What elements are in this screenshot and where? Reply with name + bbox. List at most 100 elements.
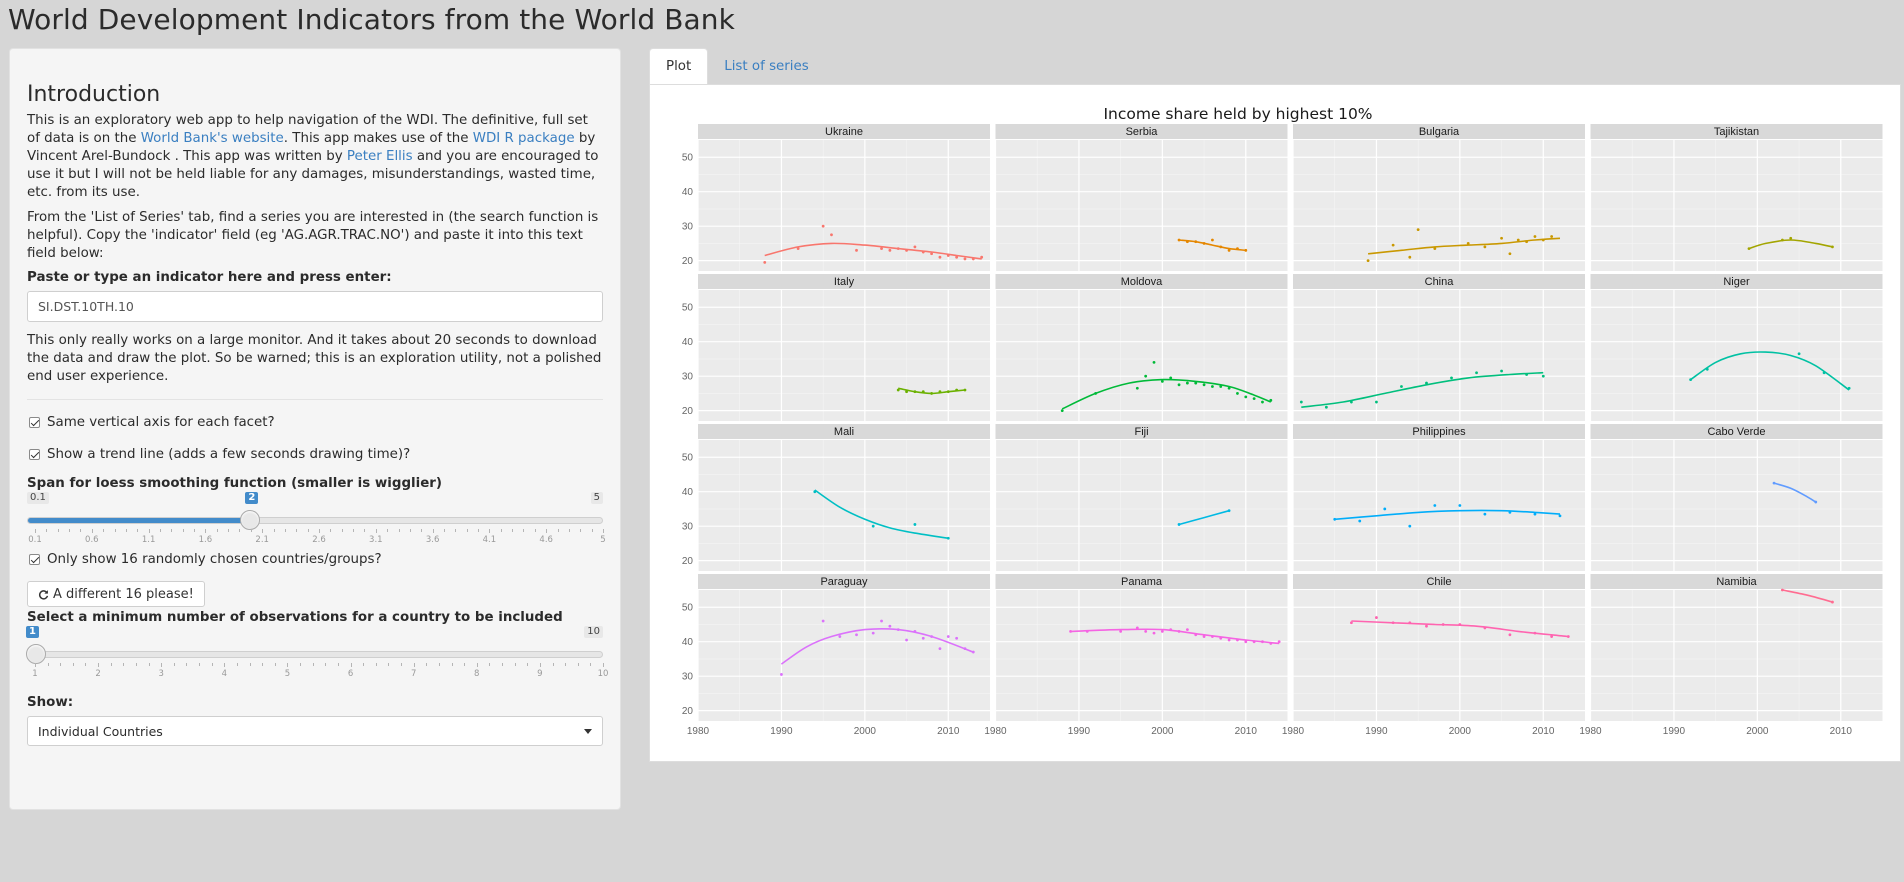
- slider-tick-label: 4.6: [539, 535, 553, 545]
- min-obs-slider[interactable]: 10 1 1 2 3 4 5 6 7 8 9 10: [26, 625, 608, 681]
- slider-track[interactable]: [27, 517, 603, 524]
- data-point: [1152, 631, 1156, 635]
- data-point: [1194, 633, 1198, 637]
- random-countries-checkbox[interactable]: Only show 16 randomly chosen countries/g…: [27, 549, 603, 569]
- slider-minor-tick: [464, 663, 466, 666]
- checkbox-checked-icon[interactable]: [29, 448, 40, 460]
- checkbox-checked-icon[interactable]: [29, 416, 40, 428]
- intro-text-2: . This app makes use of the: [283, 131, 473, 146]
- data-point: [1152, 360, 1156, 364]
- slider-handle[interactable]: [240, 510, 261, 530]
- data-point: [871, 631, 875, 635]
- facet-strip: [1590, 274, 1883, 289]
- data-point: [913, 245, 917, 249]
- facet-strip-label: Serbia: [1126, 126, 1159, 138]
- slider-tick-label: 1.6: [198, 535, 213, 545]
- y-tick-label: 40: [682, 187, 694, 198]
- slider-minor-tick: [455, 529, 457, 532]
- facet-panel: [1293, 590, 1585, 721]
- y-tick-label: 50: [682, 603, 694, 614]
- data-point: [1450, 376, 1453, 380]
- data-point: [938, 647, 942, 651]
- slider-minor-tick: [103, 529, 105, 532]
- x-tick-label: 1980: [984, 726, 1007, 737]
- slider-tick: [35, 663, 36, 667]
- show-select[interactable]: Individual Countries: [27, 716, 603, 746]
- slider-tick-label: 8: [474, 669, 480, 679]
- y-tick-label: 30: [682, 372, 694, 383]
- slider-tick-label: 5: [284, 669, 291, 679]
- refresh-icon: [38, 589, 49, 600]
- slider-minor-tick: [194, 529, 196, 532]
- data-point: [1425, 624, 1428, 628]
- checkbox-checked-icon[interactable]: [29, 553, 40, 565]
- data-point: [1219, 385, 1223, 388]
- indicator-input[interactable]: SI.DST.10TH.10: [27, 291, 603, 322]
- data-point: [821, 619, 825, 623]
- data-point: [1375, 616, 1378, 619]
- trend-line: [1782, 589, 1833, 603]
- trend-line: [1748, 239, 1833, 250]
- slider-minor-tick: [69, 529, 71, 532]
- data-point: [1135, 626, 1139, 630]
- x-tick-label: 1990: [1663, 726, 1686, 737]
- trend-line-checkbox[interactable]: Show a trend line (adds a few seconds dr…: [27, 444, 603, 464]
- span-label: Span for loess smoothing function (small…: [27, 476, 443, 491]
- slider-minor-tick: [388, 663, 390, 666]
- y-tick-label: 40: [682, 637, 694, 648]
- tab-list-of-series[interactable]: List of series: [724, 59, 809, 74]
- facet-panel: [1590, 140, 1883, 271]
- data-point: [1425, 381, 1428, 385]
- intro-text-4: and you are encouraged to use it but I w…: [27, 149, 599, 200]
- data-point: [1069, 629, 1072, 633]
- slider-max-badge: 10: [584, 626, 603, 638]
- trend-line-label: Show a trend line (adds a few seconds dr…: [47, 446, 411, 462]
- data-point: [1383, 507, 1387, 511]
- same-axis-label: Same vertical axis for each facet?: [47, 414, 275, 430]
- data-point: [1458, 623, 1462, 626]
- data-point: [830, 233, 833, 237]
- data-point: [1500, 236, 1503, 240]
- same-axis-checkbox[interactable]: Same vertical axis for each facet?: [27, 412, 603, 432]
- slider-minor-tick: [148, 663, 150, 666]
- slider-minor-tick: [438, 663, 440, 666]
- slider-minor-tick: [199, 663, 201, 666]
- facet-strip: [1590, 424, 1883, 439]
- data-point: [1408, 524, 1412, 528]
- slider-track[interactable]: [27, 651, 603, 658]
- data-point: [971, 650, 975, 654]
- data-point: [1202, 242, 1206, 245]
- tab-bar: Plot List of series: [649, 48, 825, 85]
- min-obs-label: Select a minimum number of observations …: [27, 610, 563, 625]
- span-slider[interactable]: 0.1 5 2 0.1 0.6 1.1 1.6 2.1 2.6 3.1 3.6 4.1 4.6 5: [27, 491, 606, 547]
- slider-max-badge: 5: [590, 492, 603, 504]
- y-tick-label: 20: [682, 556, 694, 567]
- peter-ellis-link[interactable]: Peter Ellis: [346, 149, 413, 164]
- facet-strip-label: Moldova: [1121, 276, 1163, 288]
- data-point: [1211, 635, 1214, 638]
- data-point: [955, 255, 959, 259]
- slider-tick-label: 0.6: [85, 535, 99, 545]
- app-title: World Development Indicators from the Wo…: [8, 3, 735, 36]
- x-tick-label: 1980: [687, 726, 710, 737]
- data-point: [1458, 504, 1462, 507]
- slider-tick: [35, 529, 36, 533]
- wdi-package-link[interactable]: WDI R package: [472, 131, 575, 146]
- facet-panel: [995, 590, 1288, 721]
- data-point: [871, 524, 875, 528]
- slider-handle[interactable]: [26, 644, 46, 664]
- world-bank-link[interactable]: World Bank's website: [140, 131, 284, 146]
- refresh-sample-button[interactable]: A different 16 please!: [27, 581, 205, 607]
- slider-value-badge: 2: [245, 492, 259, 504]
- slider-tick: [148, 529, 150, 533]
- slider-minor-tick: [568, 529, 570, 532]
- y-tick-label: 30: [682, 522, 694, 533]
- data-point: [1119, 629, 1123, 633]
- data-point: [1169, 628, 1173, 632]
- data-point: [1533, 512, 1537, 516]
- data-point: [1508, 252, 1512, 256]
- y-tick-label: 40: [682, 487, 694, 498]
- facet-strip-label: Niger: [1723, 276, 1750, 288]
- slider-minor-tick: [173, 663, 175, 666]
- tab-plot[interactable]: Plot: [649, 48, 709, 85]
